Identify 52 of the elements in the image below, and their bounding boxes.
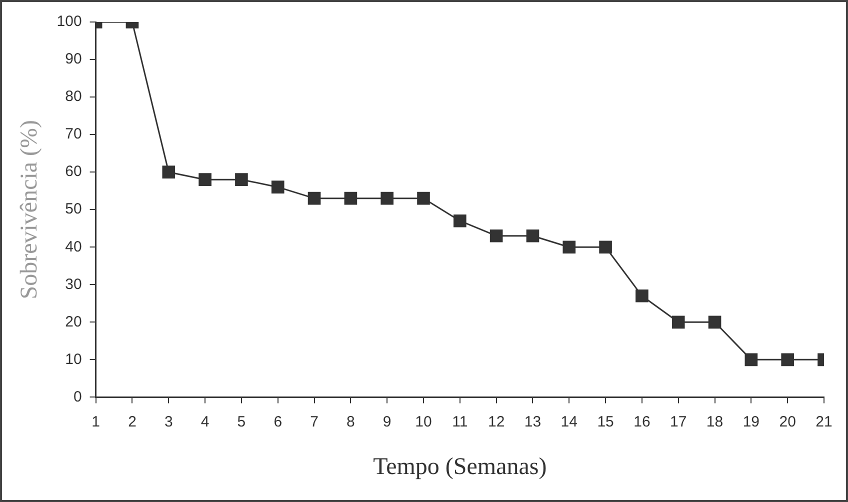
x-tick-label: 13 [524,413,542,430]
point [490,229,503,242]
x-tick-label: 8 [346,413,355,430]
y-axis-title: Sobrevivência (%) [16,120,43,300]
x-tick-label: 3 [164,413,173,430]
y-tick-label: 70 [65,126,82,143]
point [454,214,466,228]
y-tick-label: 100 [56,13,82,30]
x-tick-label: 2 [128,413,136,430]
point [744,353,758,366]
y-tick-label: 40 [65,238,82,256]
point [380,192,394,205]
x-tick-label: 9 [382,413,392,430]
y-tick-label: 20 [65,313,82,330]
y-tick-label: 0 [73,388,82,406]
y-tick-label: 50 [65,200,82,218]
point [672,316,685,329]
x-tick-label: 14 [560,413,578,430]
x-tick-label: 1 [92,413,100,430]
x-tick-label: 7 [310,413,318,430]
x-tick-label: 17 [670,413,687,430]
point [271,180,284,194]
y-tick-label: 60 [65,163,82,180]
x-tick-label: 15 [597,413,614,430]
x-tick-label: 6 [274,413,282,430]
point [599,240,612,254]
point [198,173,212,186]
x-tick-label: 18 [706,413,724,430]
point [417,192,430,205]
x-tick-label: 4 [200,413,210,430]
point [708,316,722,329]
x-tick-label: 21 [816,413,832,430]
y-tick-label: 90 [65,50,82,68]
y-tick-label: 10 [65,350,82,368]
x-tick-label: 5 [237,413,246,430]
point [308,192,321,205]
x-tick-label: 12 [488,413,505,430]
point [781,353,794,366]
y-tick-label: 30 [65,276,82,293]
x-tick-label: 20 [779,413,796,430]
x-axis-title: Tempo (Semanas) [373,454,547,480]
point [235,173,248,186]
y-tick-label: 80 [65,88,82,106]
x-tick-label: 10 [415,413,432,430]
point [562,240,576,254]
point [636,289,648,302]
point [526,229,540,242]
point [162,166,176,178]
x-tick-label: 19 [742,413,760,430]
x-tick-label: 16 [634,413,650,430]
point [344,192,358,205]
x-tick-label: 11 [452,413,468,430]
